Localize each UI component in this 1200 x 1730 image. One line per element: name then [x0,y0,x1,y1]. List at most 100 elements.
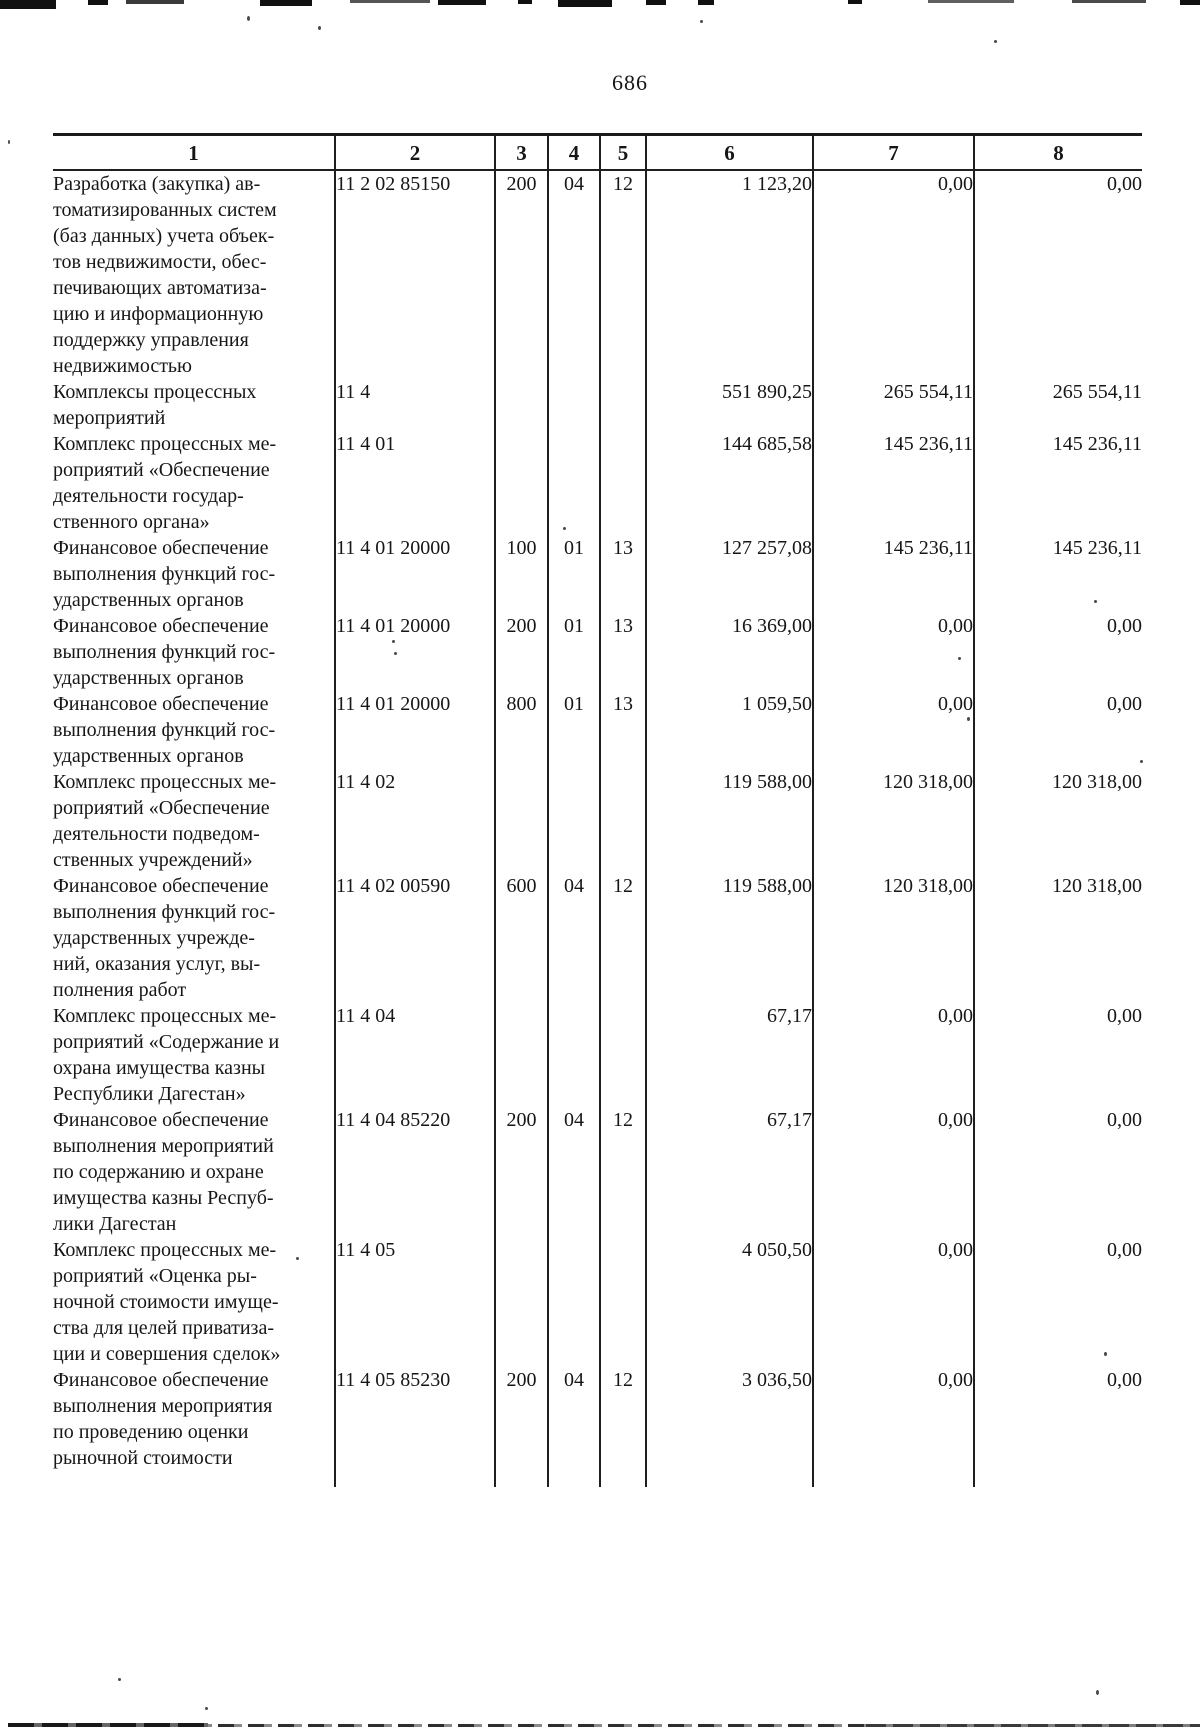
expense-type-cell [494,1237,548,1367]
activity-name-cell: Финансовое обеспечение выполнения меропр… [53,1109,274,1235]
activity-name-cell: Финансовое обеспечение выполнения меропр… [53,1369,273,1469]
section-code-cell: 01 [547,691,600,769]
amount-col8-cell: 145 236,11 [973,535,1142,613]
column-header-1: 1 [53,134,335,171]
section-code-cell [547,431,600,535]
activity-name-cell: Финансовое обеспечение выполнения функци… [53,615,276,689]
section-code-cell: 04 [547,873,600,1003]
amount-col7-cell: 0,00 [812,613,974,691]
budget-code-cell: 11 4 05 [334,1237,495,1367]
amount-col8-cell: 120 318,00 [973,873,1142,1003]
table-row: Разработка (закупка) ав- томатизированны… [53,170,1142,379]
budget-code-cell: 11 4 01 20000 [334,535,495,613]
table-row: Финансовое обеспечение выполнения функци… [53,613,1142,691]
budget-code-cell: 11 4 04 [334,1003,495,1107]
section-code-cell: 04 [547,170,600,379]
column-header-7: 7 [812,134,974,171]
expense-type-cell: 200 [494,1367,548,1487]
amount-col7-cell: 265 554,11 [812,379,974,431]
section-code-cell [547,769,600,873]
subsection-code-cell [599,1237,646,1367]
expense-type-cell [494,1003,548,1107]
budget-code-cell: 11 4 01 [334,431,495,535]
amount-col8-cell: 120 318,00 [973,769,1142,873]
amount-col8-cell: 145 236,11 [973,431,1142,535]
subsection-code-cell: 13 [599,535,646,613]
activity-name-cell: Комплекс процессных ме- роприятий «Обесп… [53,433,277,533]
subsection-code-cell: 13 [599,613,646,691]
budget-code-cell: 11 4 01 20000 [334,613,495,691]
amount-col8-cell: 265 554,11 [973,379,1142,431]
amount-col6-cell: 119 588,00 [645,873,813,1003]
budget-code-cell: 11 4 02 [334,769,495,873]
table-row: Финансовое обеспечение выполнения функци… [53,691,1142,769]
amount-col6-cell: 16 369,00 [645,613,813,691]
activity-name-cell: Финансовое обеспечение выполнения функци… [53,693,276,767]
budget-code-cell: 11 2 02 85150 [334,170,495,379]
subsection-code-cell [599,379,646,431]
table-row: Комплекс процессных ме- роприятий «Обесп… [53,431,1142,535]
table-row: Финансовое обеспечение выполнения меропр… [53,1107,1142,1237]
amount-col8-cell: 0,00 [973,1107,1142,1237]
page-number: 686 [612,70,648,95]
expense-type-cell: 200 [494,1107,548,1237]
table-row: Финансовое обеспечение выполнения функци… [53,873,1142,1003]
budget-table: 1 2 3 4 5 6 7 8 Разработка (закупка) ав-… [53,133,1142,1487]
table-header-row: 1 2 3 4 5 6 7 8 [53,134,1142,171]
expense-type-cell: 200 [494,613,548,691]
expense-type-cell [494,431,548,535]
section-code-cell [547,1003,600,1107]
subsection-code-cell [599,1003,646,1107]
activity-name-cell: Комплекс процессных ме- роприятий «Оценк… [53,1239,281,1365]
column-header-3: 3 [494,134,548,171]
budget-code-cell: 11 4 02 00590 [334,873,495,1003]
activity-name-cell: Комплекс процессных ме- роприятий «Содер… [53,1005,280,1105]
amount-col7-cell: 0,00 [812,1107,974,1237]
section-code-cell: 04 [547,1107,600,1237]
expense-type-cell [494,769,548,873]
table-row: Финансовое обеспечение выполнения меропр… [53,1367,1142,1487]
amount-col8-cell: 0,00 [973,170,1142,379]
amount-col6-cell: 1 059,50 [645,691,813,769]
section-code-cell: 01 [547,535,600,613]
budget-table-container: 1 2 3 4 5 6 7 8 Разработка (закупка) ав-… [53,133,1142,1487]
subsection-code-cell: 12 [599,170,646,379]
amount-col6-cell: 127 257,08 [645,535,813,613]
activity-name-cell: Финансовое обеспечение выполнения функци… [53,537,276,611]
amount-col7-cell: 0,00 [812,1367,974,1487]
activity-name-cell: Финансовое обеспечение выполнения функци… [53,875,276,1001]
scan-artifact-bottom-line-left [8,1723,208,1727]
expense-type-cell [494,379,548,431]
amount-col6-cell: 67,17 [645,1003,813,1107]
subsection-code-cell: 12 [599,1107,646,1237]
amount-col7-cell: 145 236,11 [812,535,974,613]
amount-col8-cell: 0,00 [973,691,1142,769]
budget-code-cell: 11 4 [334,379,495,431]
amount-col8-cell: 0,00 [973,613,1142,691]
column-header-8: 8 [973,134,1142,171]
expense-type-cell: 200 [494,170,548,379]
amount-col7-cell: 120 318,00 [812,873,974,1003]
budget-table-body: Разработка (закупка) ав- томатизированны… [53,170,1142,1487]
column-header-4: 4 [547,134,600,171]
amount-col8-cell: 0,00 [973,1367,1142,1487]
subsection-code-cell: 12 [599,1367,646,1487]
activity-name-cell: Комплекс процессных ме- роприятий «Обесп… [53,771,277,871]
amount-col7-cell: 145 236,11 [812,431,974,535]
budget-code-cell: 11 4 05 85230 [334,1367,495,1487]
amount-col6-cell: 1 123,20 [645,170,813,379]
amount-col7-cell: 0,00 [812,170,974,379]
table-row: Комплексы процессных мероприятий 11 4 55… [53,379,1142,431]
amount-col6-cell: 67,17 [645,1107,813,1237]
section-code-cell [547,1237,600,1367]
amount-col6-cell: 144 685,58 [645,431,813,535]
scan-artifact-bottom-line-right [866,1724,1200,1727]
section-code-cell [547,379,600,431]
expense-type-cell: 800 [494,691,548,769]
amount-col7-cell: 120 318,00 [812,769,974,873]
activity-name-cell: Комплексы процессных мероприятий [53,381,257,429]
column-header-2: 2 [334,134,495,171]
amount-col6-cell: 551 890,25 [645,379,813,431]
scan-artifact-bottom-line [8,1724,1196,1727]
